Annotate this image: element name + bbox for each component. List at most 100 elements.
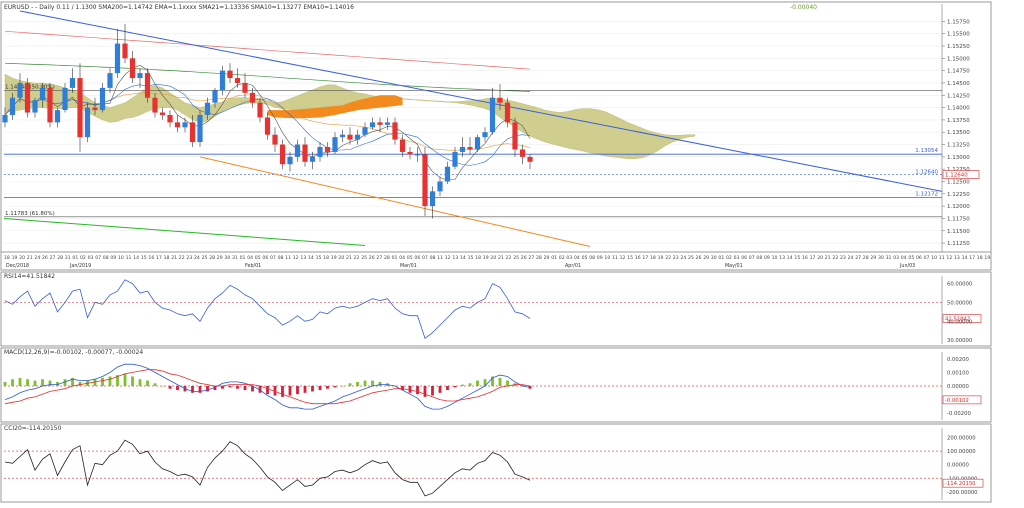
candle-body [489, 97, 496, 133]
rsi-line [4, 279, 531, 339]
date-tick-label: 10 [604, 255, 610, 261]
cci-title: CCI20=-114.20150 [4, 425, 62, 432]
candle-body [219, 70, 226, 91]
date-tick-label: 01 [718, 255, 724, 261]
date-tick-label: 20 [19, 255, 25, 261]
candle-body [467, 147, 473, 150]
channel-line [199, 156, 591, 248]
macd-hist-bar [11, 379, 14, 386]
macd-hist-bar [221, 386, 224, 389]
candle-body [384, 122, 391, 125]
macd-line [4, 363, 531, 410]
macd-hist-bar [273, 386, 277, 396]
candle-body [414, 154, 421, 156]
date-tick-label: 16 [635, 255, 641, 261]
macd-hist-bar [93, 379, 97, 386]
date-tick-label: 22 [179, 255, 185, 261]
macd-plot: 0.00200 0.00100 0.00000 -0.00102 -0.00200 [3, 352, 982, 420]
date-tick-label: 18 [4, 255, 10, 261]
month-label: Feb/01 [245, 263, 261, 269]
date-tick-label: 14 [962, 255, 968, 261]
date-tick-label: 07 [749, 255, 755, 261]
price-tick-label: 1.14500 [947, 81, 970, 87]
candle-body [279, 144, 286, 165]
date-tick-label: 08 [756, 255, 762, 261]
candle-body [459, 147, 466, 152]
macd-hist-bar [498, 377, 502, 386]
price-tick-label: 1.15750 [947, 19, 970, 25]
candle-body [54, 110, 61, 123]
macd-hist-bar [506, 380, 509, 386]
macd-hist-bar [341, 386, 344, 387]
date-tick-label: 05 [255, 255, 261, 261]
candle-body [167, 114, 173, 123]
date-tick-label: 03 [566, 255, 572, 261]
date-tick-label: 11 [939, 255, 945, 261]
date-tick-label: 06 [916, 255, 922, 261]
date-tick-label: 26 [42, 255, 48, 261]
candle-body [444, 166, 451, 182]
price-tick-label: 1.12750 [947, 167, 970, 173]
date-tick-label: 14 [133, 255, 139, 261]
candle-body [399, 139, 406, 152]
candle-body [474, 137, 481, 150]
rsi-tick-label: 40.00000 [947, 319, 973, 325]
price-panel [0, 1, 992, 253]
macd-hist-bar [116, 375, 119, 386]
rsi-last-box [942, 314, 982, 323]
macd-hist-bar [48, 380, 52, 386]
rsi-tick-label: 30.00000 [947, 338, 973, 344]
cci-panel [0, 423, 992, 503]
date-tick-label: 04 [901, 255, 907, 261]
macd-hist-bar [311, 386, 314, 392]
price-tick-label: 1.13500 [947, 130, 970, 136]
macd-hist-bar [461, 384, 464, 386]
date-tick-label: 08 [103, 255, 109, 261]
cci-tick-label: -200.00000 [947, 490, 978, 496]
date-tick-label: 09 [764, 255, 770, 261]
macd-hist-bar [288, 386, 292, 396]
month-label: Dec/2018 [6, 263, 29, 269]
date-tick-label: 20 [338, 255, 344, 261]
month-label: Jan/2019 [69, 263, 91, 269]
macd-hist-bar [453, 386, 457, 388]
candle-body [347, 134, 353, 140]
date-tick-label: 28 [384, 255, 390, 261]
price-tick-label: 1.13250 [947, 143, 970, 149]
price-overlay: 1.14348 (50.00%)1.11783 (61.80%)1.130541… [3, 10, 980, 248]
date-tick-label: 23 [186, 255, 192, 261]
macd-hist-bar [378, 381, 382, 386]
date-tick-label: 21 [27, 255, 33, 261]
candle-body [302, 144, 308, 162]
date-tick-label: 12 [293, 255, 299, 261]
date-tick-label: 21 [346, 255, 352, 261]
date-tick-label: 29 [544, 255, 550, 261]
candle-body [39, 87, 46, 101]
price-tick-label: 1.11500 [947, 229, 970, 235]
candle-body [122, 43, 128, 59]
date-tick-label: 08 [430, 255, 436, 261]
price-tick-label: 1.12500 [947, 179, 970, 185]
macd-hist-bar [131, 376, 134, 386]
month-label: May/01 [725, 263, 743, 269]
cci-tick-label: 100.00000 [947, 449, 976, 455]
candle-body [189, 122, 196, 143]
date-tick-label: 08 [278, 255, 284, 261]
date-tick-label: 19 [331, 255, 337, 261]
price-tick-label: 1.15000 [947, 56, 970, 62]
date-tick-label: 17 [969, 255, 975, 261]
date-tick-label: 07 [270, 255, 276, 261]
macd-hist-bar [18, 377, 22, 386]
date-axis [0, 251, 992, 271]
date-tick-label: 04 [247, 255, 253, 261]
candle-body [362, 127, 368, 135]
macd-hist-bar [101, 377, 104, 386]
rsi-tick-label: 60.00000 [947, 282, 973, 288]
date-tick-label: 11 [126, 255, 132, 261]
date-tick-label: 17 [810, 255, 816, 261]
macd-hist-bar [416, 386, 419, 395]
date-tick-label: 21 [498, 255, 504, 261]
cci-plot: 200.00000100.000000.00000-100.00000-114.… [4, 428, 984, 500]
